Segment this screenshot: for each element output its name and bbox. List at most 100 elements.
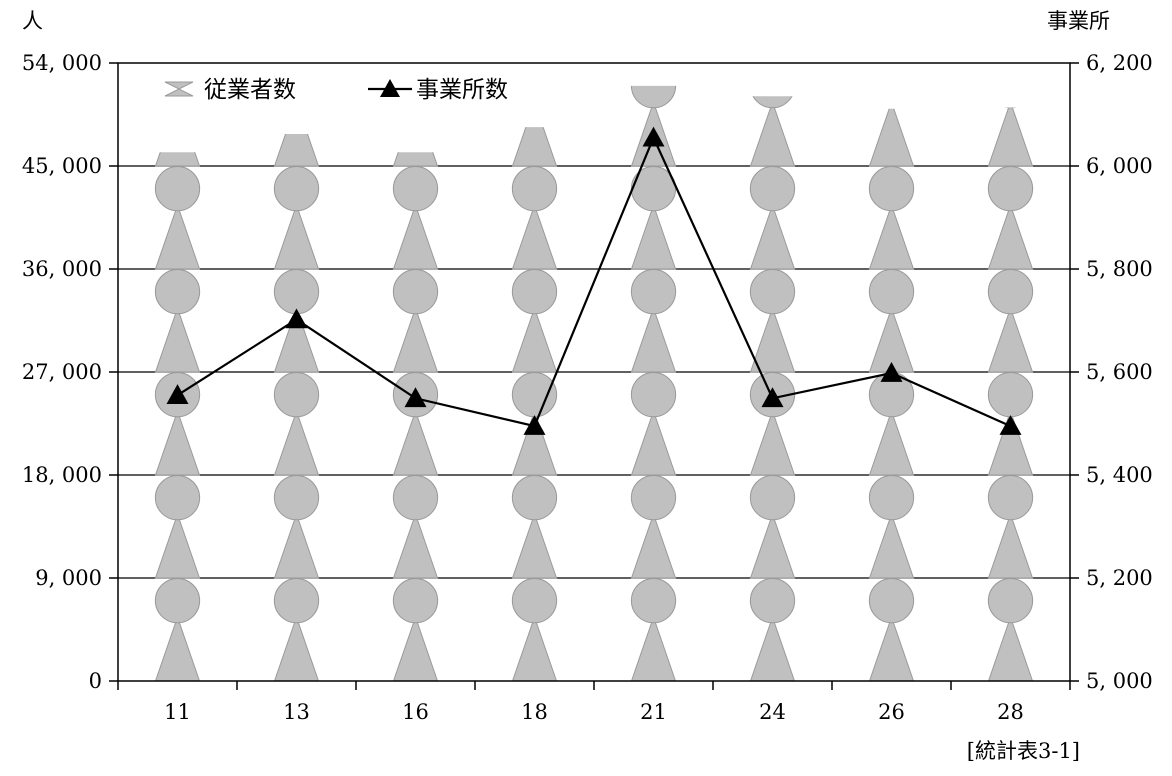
gridlines: [118, 165, 1070, 579]
pictogram-head: [273, 372, 320, 418]
pictogram-head: [154, 578, 201, 624]
left-tick-label: 9, 000: [35, 566, 102, 590]
x-tick-label: 28: [997, 700, 1024, 724]
source-note: [統計表3-1]: [967, 739, 1080, 763]
pictogram-head: [511, 372, 558, 418]
pictogram-head: [392, 475, 439, 521]
establishment-point-16: [404, 387, 427, 408]
pictogram-body: [154, 409, 201, 476]
pictogram-body: [275, 0, 319, 63]
establishment-point-18: [523, 415, 546, 435]
tick-labels: 0 9, 000 18, 000 27, 000 36, 000 45, 000 54, 0…: [22, 9, 1153, 763]
pictogram-body: [989, 0, 1033, 63]
axes: [109, 62, 1079, 690]
pictogram-body: [630, 409, 677, 476]
pictogram-body: [987, 615, 1034, 681]
pictogram-head: [630, 372, 677, 418]
left-tick-label: 54, 000: [22, 51, 102, 75]
pictogram-body: [154, 203, 201, 270]
employee-bar-18: [511, 0, 558, 681]
pictogram-head: [392, 578, 439, 624]
employee-bar-26: [868, 0, 915, 681]
pictogram-head: [749, 475, 796, 521]
pictogram-body: [870, 0, 914, 63]
pictogram-head: [393, 0, 437, 5]
right-tick-label: 5, 000: [1086, 669, 1153, 693]
pictogram-body: [511, 512, 558, 579]
pictogram-head: [511, 166, 558, 212]
pictogram-head: [273, 578, 320, 624]
pictogram-head: [630, 475, 677, 521]
pictogram-body: [749, 512, 796, 579]
pictogram-head: [868, 166, 915, 212]
pictogram-head: [1005, 107, 1016, 109]
pictogram-body: [632, 0, 676, 63]
right-tick-label: 6, 200: [1086, 51, 1153, 75]
pictogram-body: [392, 512, 439, 579]
pictogram-body: [987, 306, 1034, 373]
establishment-point-26: [880, 362, 903, 382]
pictogram-head: [752, 96, 793, 109]
establishment-point-28: [999, 415, 1022, 435]
pictogram-head: [392, 269, 439, 315]
left-tick-label: 36, 000: [22, 257, 102, 281]
employee-bar-16: [392, 0, 439, 681]
x-tick-label: 24: [759, 700, 786, 724]
pictogram-head: [155, 0, 199, 5]
establishment-point-13: [285, 308, 308, 329]
establishment-point-24: [761, 387, 784, 408]
pictogram-head: [512, 0, 556, 5]
pictogram-body: [630, 203, 677, 270]
pictogram-head: [749, 269, 796, 315]
pictogram-body: [511, 409, 558, 476]
pictogram-body: [392, 203, 439, 270]
pictogram-body: [513, 0, 557, 63]
x-tick-label: 13: [283, 700, 310, 724]
pictogram-body: [749, 615, 796, 681]
establishment-series-line: [176, 134, 1011, 428]
pictogram-head: [869, 64, 913, 108]
pictogram-head: [749, 578, 796, 624]
pictogram-head: [154, 166, 201, 212]
pictogram-head: [988, 0, 1032, 5]
pictogram-body: [630, 306, 677, 373]
pictogram-body: [154, 512, 201, 579]
pictogram-head: [273, 166, 320, 212]
pictogram-body: [749, 203, 796, 270]
pictogram-body: [987, 203, 1034, 270]
pictogram-body: [868, 108, 915, 167]
employee-bar-24: [749, 0, 796, 681]
pictogram-head: [987, 372, 1034, 418]
pictogram-head: [511, 269, 558, 315]
pictogram-body: [511, 203, 558, 270]
left-tick-label: 27, 000: [22, 360, 102, 384]
pictogram-head: [868, 578, 915, 624]
x-tick-label: 18: [521, 700, 548, 724]
x-tick-label: 21: [640, 700, 667, 724]
employee-bar-28: [987, 0, 1034, 681]
pictogram-head: [868, 475, 915, 521]
pictogram-body: [273, 409, 320, 476]
right-tick-label: 6, 000: [1086, 154, 1153, 178]
pictogram-body: [630, 512, 677, 579]
pictogram-head: [274, 0, 318, 5]
left-tick-label: 45, 000: [22, 154, 102, 178]
pictogram-body: [749, 409, 796, 476]
pictogram-body: [987, 107, 1034, 167]
pictogram-head: [392, 166, 439, 212]
pictogram-body: [511, 127, 558, 167]
pictogram-body: [156, 0, 200, 63]
pictogram-body: [154, 615, 201, 681]
x-tick-label: 11: [164, 700, 191, 724]
pictogram-head: [273, 475, 320, 521]
pictogram-body: [751, 0, 795, 63]
pictogram-head: [749, 166, 796, 212]
right-tick-label: 5, 600: [1086, 360, 1153, 384]
establishment-line: [166, 126, 1022, 435]
pictogram-body: [273, 133, 320, 167]
pictogram-head: [630, 85, 677, 109]
pictogram-head: [154, 269, 201, 315]
pictogram-body: [868, 409, 915, 476]
pictogram-body: [749, 306, 796, 373]
